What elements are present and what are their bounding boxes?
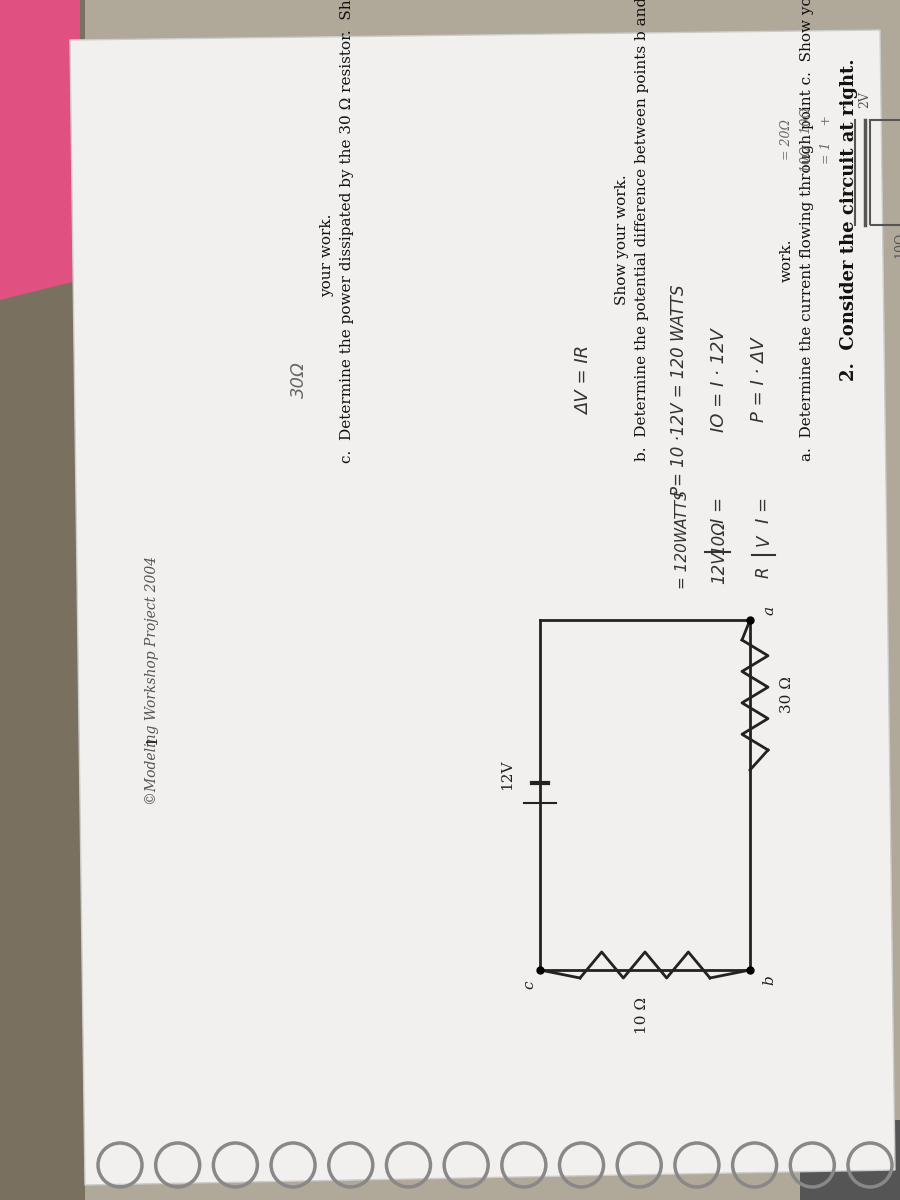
Polygon shape (0, 0, 80, 300)
Text: IO = I · 12V: IO = I · 12V (710, 328, 728, 432)
Text: 2.  Consider the circuit at right.: 2. Consider the circuit at right. (840, 59, 858, 382)
Bar (870, 120, 900, 226)
Text: R: R (755, 566, 773, 577)
Text: = 1    +: = 1 + (820, 115, 833, 164)
Text: your work.: your work. (320, 214, 334, 296)
Text: ΔV = IR: ΔV = IR (575, 346, 593, 414)
Text: I =: I = (755, 497, 773, 523)
Text: = 120WATTS: = 120WATTS (675, 491, 690, 589)
Text: ©Modeling Workshop Project 2004: ©Modeling Workshop Project 2004 (145, 556, 159, 804)
Text: I =: I = (710, 497, 728, 523)
Text: V: V (755, 534, 773, 546)
Text: 12V: 12V (710, 552, 728, 584)
Text: 12V: 12V (500, 760, 514, 791)
Text: 30Ω: 30Ω (290, 361, 308, 398)
Polygon shape (0, 0, 85, 1200)
Text: work.: work. (780, 239, 794, 282)
Text: 30 Ω: 30 Ω (780, 677, 794, 714)
Text: c: c (522, 980, 536, 989)
Text: 1: 1 (145, 736, 159, 745)
Text: b: b (762, 976, 776, 985)
Text: a: a (762, 606, 776, 614)
Text: 10Ω: 10Ω (893, 232, 900, 258)
Text: b.  Determine the potential difference between points b and c.: b. Determine the potential difference be… (635, 0, 649, 461)
Polygon shape (800, 1120, 900, 1200)
Text: a.  Determine the current flowing through point c.  Show your: a. Determine the current flowing through… (800, 0, 814, 461)
Text: P= 10 ·12V = 120 WATTS: P= 10 ·12V = 120 WATTS (670, 284, 688, 496)
Text: c.  Determine the power dissipated by the 30 Ω resistor.  Show: c. Determine the power dissipated by the… (340, 0, 354, 463)
Text: 10Ω: 10Ω (710, 521, 728, 554)
Text: = 20Ω: = 20Ω (780, 120, 793, 161)
Text: 10 Ω: 10 Ω (635, 996, 649, 1033)
Text: P = I · ΔV: P = I · ΔV (750, 337, 768, 422)
Text: 10Ω   10Ω: 10Ω 10Ω (800, 108, 813, 173)
Text: 2V: 2V (858, 91, 871, 108)
Text: Show your work.: Show your work. (615, 175, 629, 305)
Polygon shape (70, 30, 895, 1186)
